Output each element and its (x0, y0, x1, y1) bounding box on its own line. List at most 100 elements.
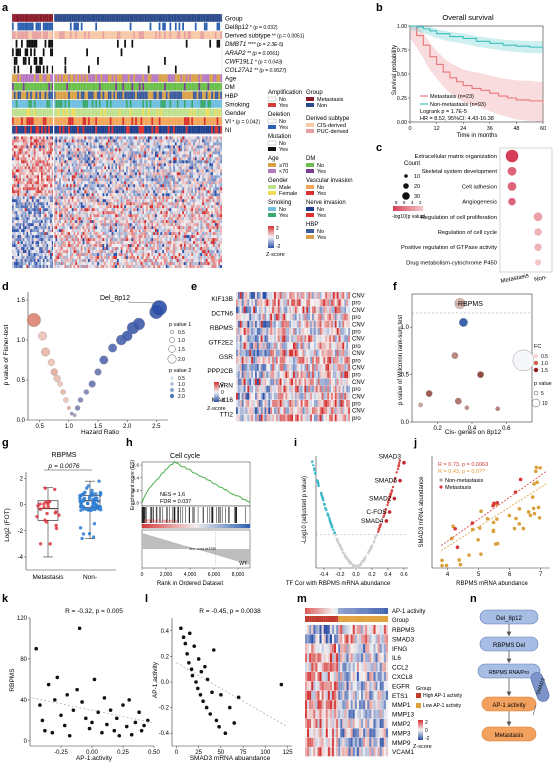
heatmap-cell (162, 199, 165, 203)
heatmap-cell (160, 151, 163, 155)
heatmap-cell (165, 175, 168, 179)
heatmap-cell (131, 145, 134, 149)
heatmap-cell (57, 169, 60, 173)
track-cell (91, 74, 94, 82)
heatmap-cell (59, 145, 61, 149)
heatmap-cell (107, 208, 110, 212)
heatmap-cell (212, 157, 215, 161)
heatmap-cell (140, 145, 143, 149)
heatmap-cell (127, 184, 130, 188)
heatmap-cell (22, 214, 25, 218)
track-cell (97, 65, 99, 74)
track-cell (53, 39, 56, 48)
heatmap-cell (64, 220, 67, 224)
track-cell (42, 57, 45, 65)
heatmap-cell (115, 148, 118, 152)
track-cell (209, 82, 212, 91)
heatmap-cell (104, 214, 107, 218)
track-cell (51, 14, 54, 22)
heatmap-cell (44, 148, 47, 152)
track-cell (50, 14, 52, 22)
heatmap-cell (164, 151, 166, 155)
heatmap-cell (66, 217, 69, 221)
track-cell (196, 65, 199, 74)
track-cell (182, 31, 185, 39)
heatmap-cell (156, 181, 159, 185)
heatmap-cell (68, 196, 70, 200)
heatmap-cell (66, 142, 69, 146)
heatmap-cell (193, 208, 195, 212)
heatmap-cell (30, 205, 32, 209)
heatmap-cell (129, 139, 132, 143)
heatmap-cell (71, 190, 74, 194)
track-cell (102, 91, 105, 100)
heatmap-cell (124, 187, 127, 191)
heatmap-cell (212, 148, 215, 152)
track-cell (73, 117, 76, 125)
heatmap-cell (216, 214, 219, 218)
heatmap-cell (218, 142, 221, 146)
heatmap-cell (158, 145, 161, 149)
heatmap-cell (97, 217, 99, 221)
heatmap-cell (104, 184, 107, 188)
heatmap-cell (19, 154, 22, 158)
heatmap-cell (131, 214, 134, 218)
track-cell (164, 31, 166, 39)
heatmap-cell (50, 184, 52, 188)
track-cell (127, 31, 130, 39)
heatmap-cell (183, 160, 186, 164)
heatmap-cell (75, 172, 78, 176)
heatmap-cell (19, 151, 22, 155)
heatmap-cell (149, 199, 152, 203)
heatmap-cell (106, 139, 108, 143)
heatmap-cell (30, 142, 32, 146)
track-cell (13, 48, 16, 57)
heatmap-cell (51, 136, 54, 140)
heatmap-cell (77, 148, 80, 152)
heatmap-cell (37, 217, 40, 221)
track-cell (124, 74, 127, 82)
track-cell (127, 117, 130, 125)
heatmap-cell (86, 160, 89, 164)
heatmap-cell (202, 139, 204, 143)
heatmap-cell (71, 169, 74, 173)
track-cell (212, 22, 215, 31)
heatmap-cell (86, 181, 89, 185)
heatmap-cell (104, 160, 107, 164)
heatmap-cell (174, 163, 177, 167)
heatmap-cell (151, 205, 154, 209)
heatmap-cell (182, 166, 185, 170)
track-cell (53, 22, 56, 31)
track-cell (68, 31, 70, 39)
track-cell (203, 31, 206, 39)
heatmap-cell (198, 193, 201, 197)
heatmap-cell (86, 178, 89, 182)
heatmap-cell (187, 136, 190, 140)
heatmap-cell (214, 157, 217, 161)
track-cell (97, 31, 99, 39)
track-cell (135, 74, 137, 82)
heatmap-cell (180, 136, 183, 140)
track-cell (111, 65, 114, 74)
heatmap-cell (22, 172, 25, 176)
track-cell (209, 57, 212, 65)
heatmap-cell (147, 169, 150, 173)
heatmap-cell (171, 136, 174, 140)
heatmap-cell (144, 193, 147, 197)
track-cell (211, 22, 213, 31)
track-cell (183, 22, 186, 31)
heatmap-cell (75, 187, 78, 191)
heatmap-cell (93, 190, 96, 194)
track-cell (200, 108, 203, 117)
track-cell (113, 108, 116, 117)
heatmap-cell (106, 205, 108, 209)
heatmap-cell (167, 190, 170, 194)
track-cell (129, 57, 132, 65)
track-cell (167, 100, 170, 108)
heatmap-cell (165, 154, 168, 158)
track-cell (136, 91, 139, 100)
heatmap-cell (106, 214, 108, 218)
heatmap-cell (153, 169, 156, 173)
track-cell (21, 82, 23, 91)
heatmap-cell (51, 202, 54, 206)
